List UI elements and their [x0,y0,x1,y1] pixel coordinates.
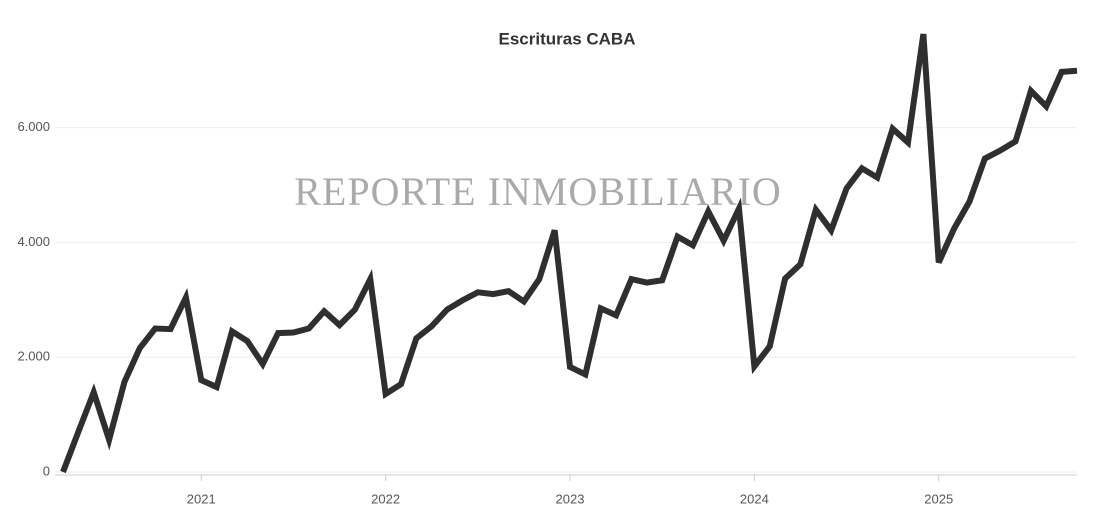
x-tick-label: 2023 [556,491,585,506]
chart-title: Escrituras CABA [499,29,636,48]
watermark: REPORTE INMOBILIARIO [294,169,782,214]
y-tick-label: 0 [43,463,50,478]
x-tick-label: 2022 [371,491,400,506]
y-tick-label: 2.000 [17,349,50,364]
y-tick-label: 4.000 [17,234,50,249]
line-series [60,33,1078,474]
x-tick-label: 2025 [924,491,953,506]
y-tick-label: 6.000 [17,119,50,134]
x-tick-label: 2024 [740,491,769,506]
x-tick-label: 2021 [187,491,216,506]
